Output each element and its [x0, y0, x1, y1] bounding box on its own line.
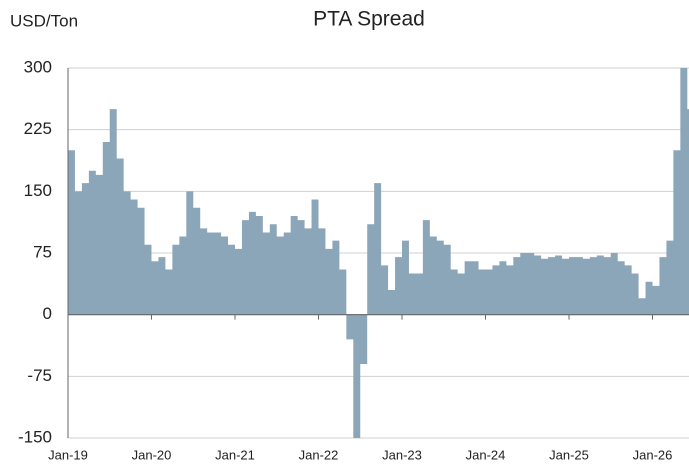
y-tick-label: 75	[33, 242, 52, 261]
x-tick-label: Jan-24	[466, 447, 506, 462]
x-tick-label: Jan-20	[132, 447, 172, 462]
x-tick-label: Jan-23	[382, 447, 422, 462]
x-tick-label: Jan-21	[215, 447, 255, 462]
x-tick-label: Jan-19	[48, 447, 88, 462]
area	[68, 68, 689, 438]
y-tick-label: 300	[24, 57, 52, 76]
y-tick-label: 225	[24, 119, 52, 138]
x-tick-label: Jan-26	[633, 447, 673, 462]
y-tick-label: 150	[24, 181, 52, 200]
chart-title: PTA Spread	[313, 8, 425, 31]
y-tick-label: -150	[18, 427, 52, 446]
x-tick-label: Jan-22	[299, 447, 339, 462]
y-tick-label: 0	[43, 304, 52, 323]
y-axis-label: USD/Ton	[10, 11, 78, 30]
y-tick-label: -75	[27, 366, 52, 385]
x-tick-label: Jan-25	[549, 447, 589, 462]
